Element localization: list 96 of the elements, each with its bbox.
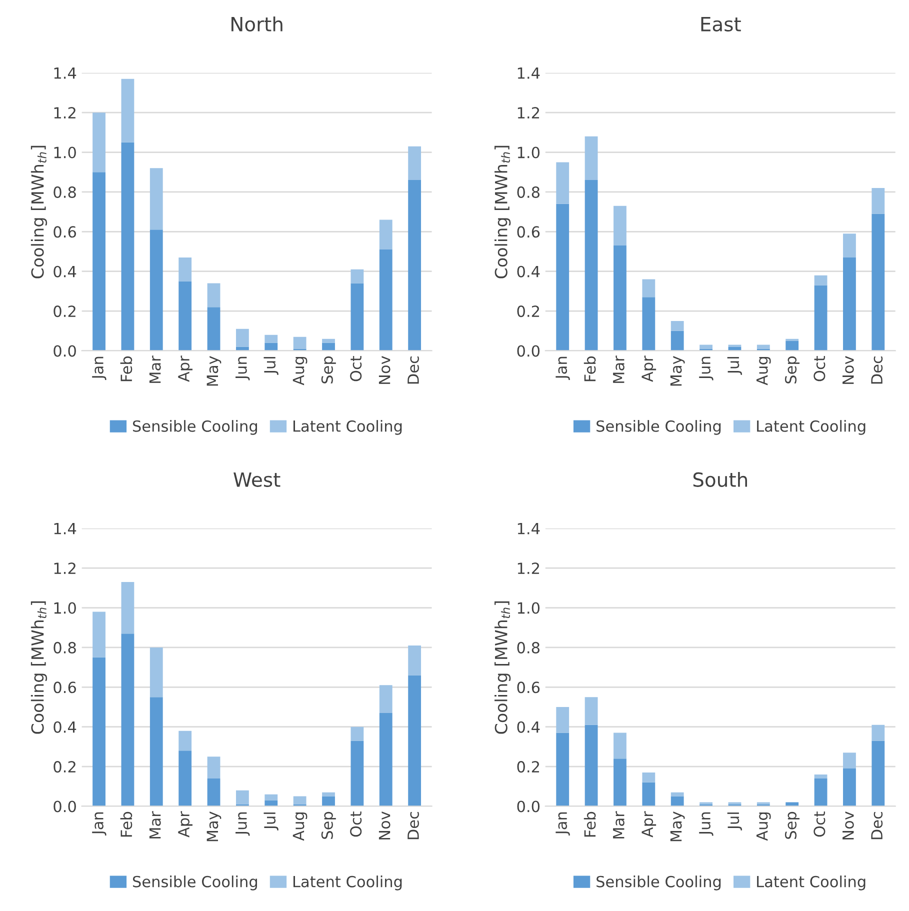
y-tick-label: 0.6 [54, 226, 76, 238]
x-tick-label: Jul [727, 812, 742, 830]
x-tick-label: Jan [92, 812, 106, 836]
x-tick-label: May [670, 356, 685, 386]
y-tick-label: 1.4 [518, 68, 540, 79]
x-tick-label: Dec [408, 812, 419, 840]
y-tick-label: 0.0 [54, 800, 76, 812]
x-tick-label: Oct [814, 356, 826, 382]
y-tick-label: 0.2 [517, 306, 540, 318]
y-tick-label: 0.8 [517, 186, 540, 198]
x-tick-label: Oct [350, 356, 362, 382]
x-tick-label: Apr [642, 356, 656, 382]
x-tick-label: Jan [92, 356, 106, 380]
legend-label: Sensible Cooling [132, 876, 257, 890]
x-tick-label: Nov [378, 356, 390, 384]
y-axis-title: Cooling [MWh$_{th}$] [494, 601, 511, 734]
legend-label: Sensible Cooling [132, 420, 257, 435]
x-tick-label: Feb [584, 812, 596, 837]
x-tick-label: Jul [264, 357, 278, 375]
x-tick-label: Feb [120, 812, 132, 837]
chart-title: South [693, 472, 747, 487]
x-tick-label: Apr [178, 356, 192, 382]
y-tick-label: 0.4 [517, 721, 540, 733]
y-tick-label: 1.4 [518, 523, 540, 534]
x-tick-label: Feb [120, 356, 132, 382]
y-tick-label: 0.0 [517, 345, 540, 357]
y-tick-label: 1.2 [54, 107, 76, 118]
x-tick-label: Aug [292, 356, 308, 386]
x-tick-label: Jun [699, 812, 714, 836]
x-tick-label: Apr [178, 811, 192, 838]
y-tick-label: 1.2 [518, 562, 540, 574]
x-tick-label: Feb [584, 356, 596, 382]
x-tick-label: Dec [871, 812, 883, 840]
x-tick-label: Aug [292, 812, 308, 841]
y-tick-label: 1.4 [54, 68, 76, 79]
y-tick-label: 0.2 [54, 306, 76, 318]
x-tick-label: Aug [756, 812, 771, 841]
y-tick-label: 1.0 [518, 146, 540, 158]
x-tick-label: Sep [321, 812, 336, 839]
legend-label: Sensible Cooling [596, 420, 721, 435]
legend-label: Latent Cooling [757, 420, 866, 435]
x-tick-label: Nov [842, 356, 854, 384]
x-tick-label: May [206, 812, 222, 842]
legend-label: Sensible Cooling [596, 876, 721, 890]
x-tick-label: Mar [613, 356, 624, 383]
y-tick-label: 1.0 [54, 146, 76, 158]
y-tick-label: 0.6 [517, 226, 540, 238]
chart-title: East [701, 17, 741, 32]
x-tick-label: Nov [842, 812, 854, 840]
x-tick-label: Oct [814, 811, 826, 837]
x-tick-label: Mar [149, 811, 161, 838]
x-tick-label: Sep [784, 812, 800, 839]
chart-title: West [234, 472, 280, 487]
x-tick-label: Apr [642, 811, 656, 838]
x-tick-label: Jun [236, 812, 250, 836]
y-tick-label: 0.8 [54, 186, 76, 198]
x-tick-label: May [206, 356, 222, 386]
legend-label: Latent Cooling [293, 876, 402, 890]
x-tick-label: Jul [727, 357, 742, 375]
x-tick-label: Sep [784, 356, 800, 384]
x-tick-label: Jan [556, 356, 570, 380]
x-tick-label: Nov [378, 812, 390, 840]
y-tick-label: 1.2 [518, 107, 540, 118]
legend-label: Latent Cooling [293, 420, 402, 435]
y-tick-label: 1.0 [54, 602, 76, 614]
y-tick-label: 1.0 [518, 602, 540, 614]
y-tick-label: 0.2 [54, 761, 76, 773]
y-tick-label: 0.6 [517, 682, 540, 694]
y-tick-label: 0.2 [517, 761, 540, 773]
x-tick-label: Jun [699, 356, 714, 380]
y-axis-title: Cooling [MWh$_{th}$] [30, 146, 48, 278]
y-tick-label: 0.4 [54, 266, 76, 278]
x-tick-label: Jan [556, 812, 570, 836]
y-axis-title: Cooling [MWh$_{th}$] [494, 146, 511, 278]
y-tick-label: 1.4 [54, 523, 76, 534]
x-tick-label: Dec [408, 356, 419, 384]
x-tick-label: Jun [236, 356, 250, 380]
legend-label: Latent Cooling [757, 876, 866, 890]
x-tick-label: Mar [613, 811, 624, 838]
y-tick-label: 1.2 [54, 562, 76, 574]
x-tick-label: Sep [321, 356, 336, 384]
chart-title: North [232, 16, 282, 32]
x-tick-label: Mar [149, 356, 161, 383]
y-tick-label: 0.4 [517, 266, 540, 278]
x-tick-label: May [670, 812, 685, 842]
y-tick-label: 0.8 [517, 642, 540, 654]
x-tick-label: Aug [756, 356, 771, 386]
y-axis-title: Cooling [MWh$_{th}$] [30, 601, 48, 734]
x-tick-label: Dec [871, 356, 883, 384]
y-tick-label: 0.8 [54, 642, 76, 654]
x-tick-label: Jul [264, 812, 278, 830]
y-tick-label: 0.0 [517, 800, 540, 812]
y-tick-label: 0.4 [54, 721, 76, 733]
x-tick-label: Oct [350, 811, 362, 837]
y-tick-label: 0.6 [54, 682, 76, 694]
y-tick-label: 0.0 [54, 345, 76, 357]
